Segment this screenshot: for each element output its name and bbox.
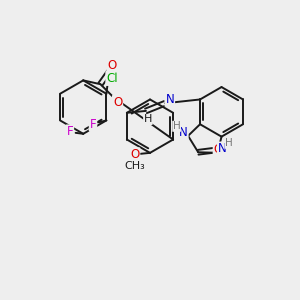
Text: O: O [214, 143, 223, 156]
Text: O: O [107, 58, 116, 72]
Text: N: N [165, 93, 174, 106]
Text: H: H [225, 138, 233, 148]
Text: Cl: Cl [106, 72, 118, 85]
Text: N: N [218, 142, 226, 155]
Text: F: F [67, 125, 73, 138]
Text: O: O [113, 96, 122, 109]
Text: N: N [179, 125, 188, 139]
Text: H: H [173, 121, 181, 131]
Text: CH₃: CH₃ [124, 161, 145, 171]
Text: O: O [130, 148, 140, 161]
Text: H: H [144, 115, 152, 124]
Text: F: F [90, 118, 96, 131]
